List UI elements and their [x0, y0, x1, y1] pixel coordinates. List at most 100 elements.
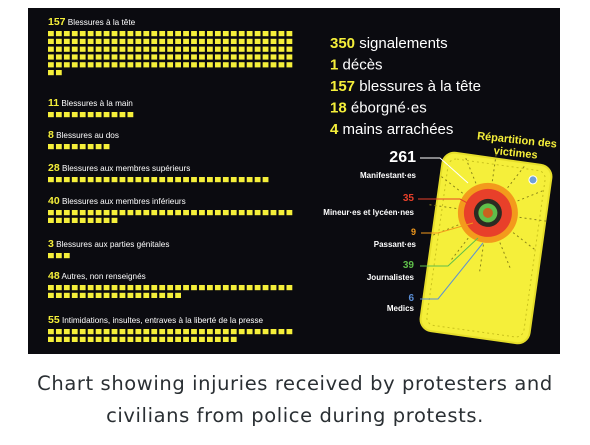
case-square — [103, 38, 110, 44]
case-square — [286, 329, 293, 335]
case-square — [207, 62, 213, 68]
case-square — [254, 285, 261, 291]
case-square — [191, 285, 197, 291]
case-square — [111, 62, 118, 68]
case-square — [71, 62, 78, 68]
case-square — [214, 285, 221, 291]
breakdown-value: 39 — [403, 260, 415, 271]
case-square — [48, 253, 54, 259]
case-square — [55, 62, 62, 68]
case-square — [159, 292, 166, 298]
case-square — [87, 336, 94, 342]
case-square — [199, 177, 205, 183]
case-square — [55, 285, 62, 291]
case-square — [119, 292, 126, 298]
case-square — [199, 329, 205, 335]
case-square — [135, 31, 142, 37]
case-square — [278, 210, 285, 216]
case-square — [238, 210, 245, 216]
case-square — [48, 144, 54, 150]
case-square — [246, 54, 253, 60]
case-square — [199, 285, 205, 291]
case-square — [183, 46, 189, 52]
case-square — [262, 329, 269, 335]
case-square — [246, 177, 253, 183]
case-square — [48, 38, 54, 44]
case-square — [183, 177, 189, 183]
case-square — [119, 46, 126, 52]
case-square — [87, 38, 94, 44]
case-square — [48, 292, 54, 298]
case-square — [55, 54, 62, 60]
case-square — [127, 38, 134, 44]
breakdown-value: 261 — [389, 149, 416, 166]
case-square — [103, 336, 110, 342]
case-square — [95, 336, 102, 342]
case-square — [119, 336, 126, 342]
case-square — [175, 329, 181, 335]
case-square — [151, 31, 158, 37]
case-square — [183, 285, 189, 291]
case-square — [286, 31, 293, 37]
case-square — [103, 217, 110, 223]
case-square — [103, 31, 110, 37]
category-name: Blessures au dos — [54, 131, 119, 140]
case-square — [199, 31, 205, 37]
case-square — [175, 292, 181, 298]
summary-value: 1 — [330, 57, 338, 74]
case-square — [55, 177, 62, 183]
case-square — [63, 292, 70, 298]
case-square — [207, 285, 213, 291]
case-square — [95, 210, 102, 216]
case-square — [48, 54, 54, 60]
case-square — [151, 62, 158, 68]
case-square — [63, 62, 70, 68]
case-square — [79, 177, 86, 183]
breakdown-value: 6 — [408, 293, 414, 304]
case-square — [175, 62, 181, 68]
case-square — [48, 112, 54, 118]
case-square — [103, 210, 110, 216]
case-square — [191, 31, 197, 37]
case-square — [119, 38, 126, 44]
case-square — [48, 177, 54, 183]
case-square — [71, 210, 78, 216]
case-square — [167, 62, 174, 68]
phone-illustration — [419, 151, 553, 345]
case-square — [119, 329, 126, 335]
case-square — [207, 38, 213, 44]
case-square — [143, 336, 150, 342]
category-value: 11 — [48, 97, 59, 109]
case-square — [79, 46, 86, 52]
case-square — [79, 31, 86, 37]
case-square — [87, 54, 94, 60]
case-square — [159, 210, 166, 216]
case-square — [103, 46, 110, 52]
case-square — [71, 144, 78, 150]
case-square — [111, 46, 118, 52]
case-square — [63, 285, 70, 291]
case-square — [55, 292, 62, 298]
case-square — [63, 177, 70, 183]
case-square — [79, 285, 86, 291]
case-square — [71, 38, 78, 44]
case-square — [135, 210, 142, 216]
category-name: Intimidations, insultes, entraves à la l… — [60, 316, 264, 325]
case-square — [63, 210, 70, 216]
case-square — [95, 38, 102, 44]
case-square — [63, 31, 70, 37]
case-square — [63, 217, 70, 223]
case-square — [270, 62, 277, 68]
case-square — [159, 38, 166, 44]
case-square — [214, 177, 221, 183]
case-square — [222, 54, 229, 60]
case-square — [278, 285, 285, 291]
category-value: 48 — [48, 270, 60, 282]
summary-value: 18 — [330, 100, 347, 117]
case-square — [214, 336, 221, 342]
case-square — [167, 54, 174, 60]
case-square — [87, 177, 94, 183]
case-square — [55, 210, 62, 216]
case-square — [151, 38, 158, 44]
case-square — [135, 336, 142, 342]
